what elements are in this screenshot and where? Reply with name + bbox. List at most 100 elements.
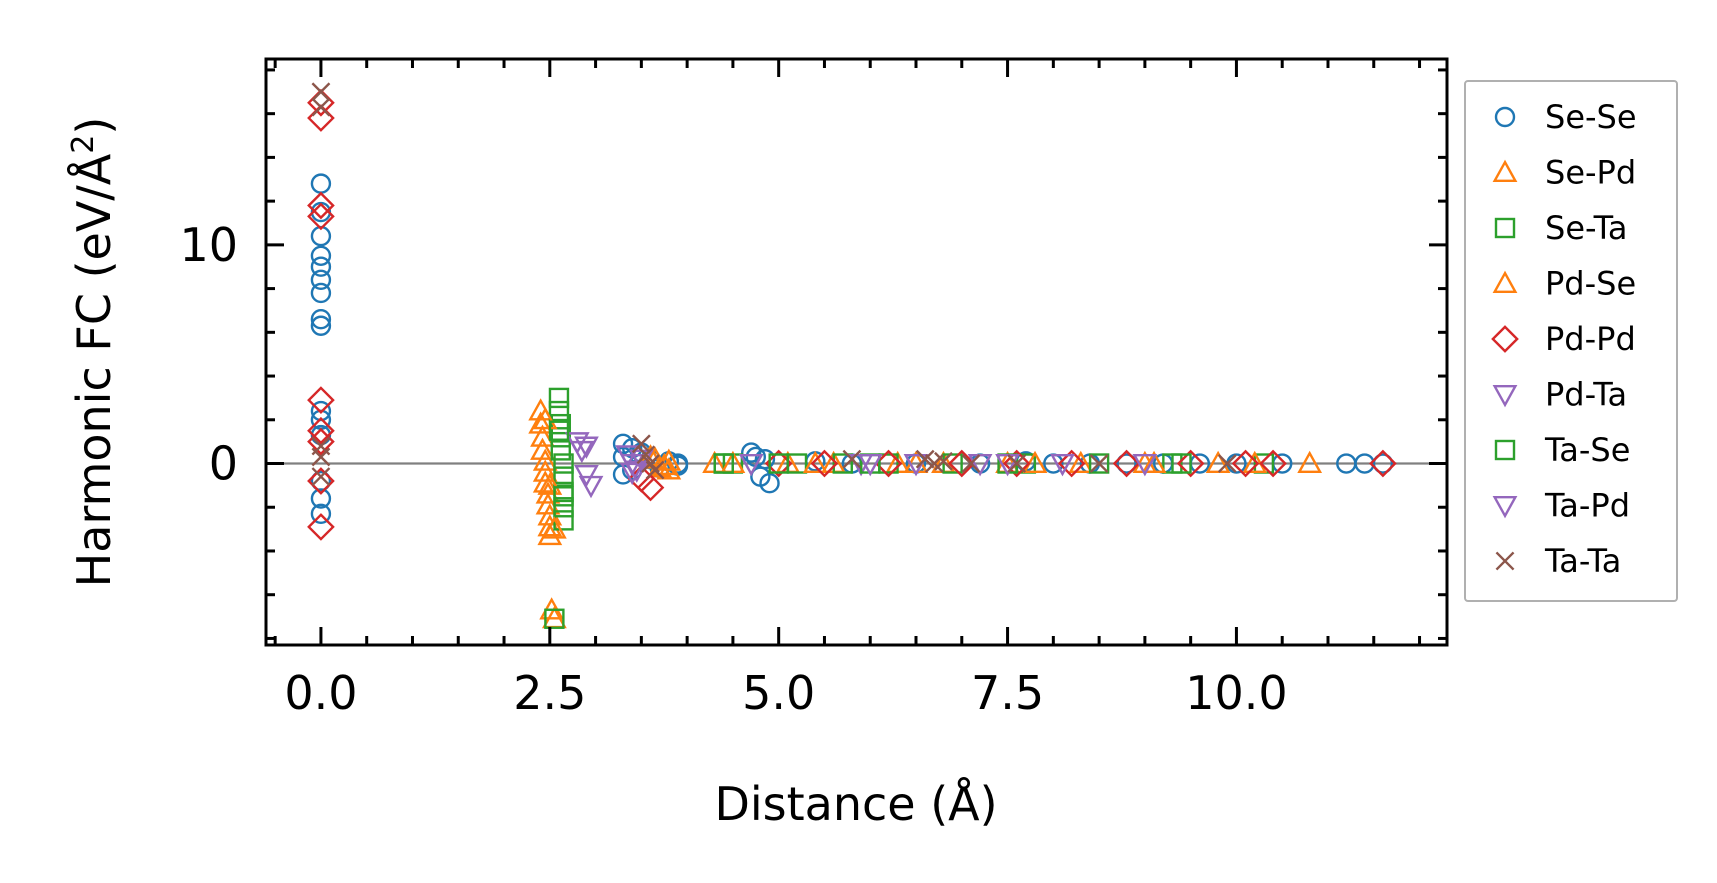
data-point bbox=[310, 503, 332, 525]
data-point bbox=[1057, 449, 1086, 478]
data-point bbox=[307, 416, 335, 445]
data-point bbox=[310, 282, 332, 304]
data-point bbox=[553, 497, 574, 518]
data-point bbox=[537, 472, 563, 495]
data-point bbox=[553, 466, 574, 487]
data-point bbox=[995, 454, 1020, 477]
data-point bbox=[967, 454, 993, 477]
data-point bbox=[310, 309, 332, 330]
legend-marker bbox=[1492, 496, 1518, 519]
data-point bbox=[1089, 454, 1109, 473]
legend-item: Pd-Pd bbox=[1491, 320, 1636, 358]
data-point bbox=[548, 387, 570, 409]
data-point bbox=[1132, 454, 1158, 477]
series-ta-pd bbox=[574, 436, 1020, 486]
data-point bbox=[1088, 453, 1110, 474]
data-point bbox=[1297, 450, 1323, 473]
data-point bbox=[550, 413, 571, 435]
x-tick-label: 5.0 bbox=[742, 666, 815, 720]
data-point bbox=[1068, 450, 1094, 473]
data-point bbox=[1205, 450, 1231, 473]
data-point bbox=[1022, 450, 1048, 473]
data-point bbox=[311, 82, 331, 102]
data-point bbox=[307, 202, 335, 231]
legend-marker bbox=[1492, 270, 1518, 293]
legend-label: Se-Ta bbox=[1545, 209, 1627, 247]
data-point bbox=[1242, 450, 1268, 473]
data-point bbox=[656, 457, 682, 480]
legend-item: Ta-Pd bbox=[1492, 487, 1630, 525]
data-point bbox=[961, 454, 981, 473]
data-point bbox=[310, 256, 332, 277]
x-axis-label: Distance (Å) bbox=[714, 777, 997, 831]
data-point bbox=[934, 451, 953, 471]
data-point bbox=[530, 424, 555, 447]
data-point bbox=[548, 400, 570, 422]
y-axis-label: Harmonic FC (eV/Å2) bbox=[66, 117, 122, 588]
legend-item: Se-Se bbox=[1494, 98, 1637, 136]
legend-label: Pd-Pd bbox=[1545, 320, 1636, 358]
legend-marker bbox=[1491, 325, 1519, 353]
series-se-ta bbox=[544, 387, 1275, 629]
data-point bbox=[1171, 453, 1192, 474]
x-tick-label: 0.0 bbox=[284, 666, 357, 720]
x-tick-label: 7.5 bbox=[971, 666, 1044, 720]
data-point bbox=[530, 437, 555, 460]
data-point bbox=[802, 450, 828, 473]
plot-area bbox=[266, 59, 1447, 645]
data-point bbox=[1141, 450, 1167, 473]
data-point bbox=[532, 448, 558, 471]
data-point bbox=[636, 473, 665, 502]
data-point bbox=[1050, 454, 1075, 477]
data-point bbox=[532, 470, 558, 493]
legend-item: Ta-Ta bbox=[1495, 542, 1621, 580]
data-point bbox=[636, 445, 656, 465]
data-point bbox=[311, 97, 331, 117]
data-point bbox=[532, 406, 558, 430]
legend-label: Se-Se bbox=[1545, 98, 1637, 136]
y-tick-labels: 0 10 bbox=[179, 218, 238, 491]
data-point bbox=[307, 467, 335, 495]
data-point bbox=[754, 448, 776, 470]
legend-item: Se-Pd bbox=[1492, 154, 1636, 192]
x-tick-label: 10.0 bbox=[1185, 666, 1287, 720]
data-point bbox=[544, 608, 565, 629]
legend-label: Se-Pd bbox=[1545, 154, 1636, 192]
series-ta-ta bbox=[311, 82, 1237, 487]
legend-item: Pd-Ta bbox=[1492, 376, 1627, 414]
data-point bbox=[535, 492, 561, 515]
data-point bbox=[307, 386, 335, 414]
legend-frame bbox=[1464, 80, 1678, 602]
y-tick-label: 0 bbox=[209, 437, 238, 491]
data-point bbox=[532, 459, 558, 482]
data-point bbox=[759, 472, 780, 494]
y-tick-label: 10 bbox=[179, 218, 238, 272]
data-point bbox=[553, 486, 574, 507]
data-point bbox=[947, 449, 976, 478]
legend-item: Se-Ta bbox=[1494, 209, 1627, 247]
data-point bbox=[307, 513, 335, 541]
data-point bbox=[1007, 454, 1027, 473]
data-point bbox=[574, 464, 599, 488]
data-point bbox=[1217, 454, 1237, 473]
data-point bbox=[768, 453, 789, 474]
data-point bbox=[1372, 453, 1394, 474]
legend-marker bbox=[1494, 106, 1516, 128]
data-point bbox=[1176, 449, 1205, 478]
data-point bbox=[631, 434, 651, 454]
data-point bbox=[1112, 449, 1141, 478]
data-point bbox=[1259, 449, 1287, 478]
legend-marker bbox=[1494, 439, 1516, 461]
data-point bbox=[311, 447, 331, 467]
x-tick-label: 2.5 bbox=[513, 666, 586, 720]
plot-frame bbox=[264, 57, 1449, 647]
data-point bbox=[311, 467, 331, 487]
data-point bbox=[574, 436, 599, 459]
data-point bbox=[1002, 449, 1031, 478]
data-point bbox=[310, 315, 332, 336]
data-point bbox=[310, 245, 332, 266]
legend-item: Ta-Se bbox=[1494, 431, 1630, 469]
legend-label: Pd-Ta bbox=[1545, 376, 1627, 414]
data-point bbox=[569, 440, 595, 464]
